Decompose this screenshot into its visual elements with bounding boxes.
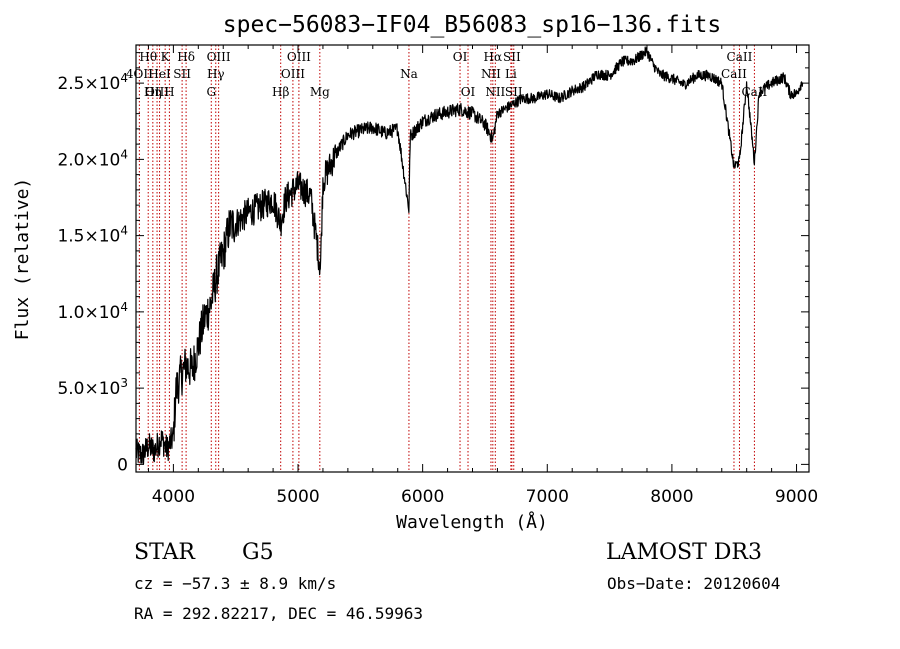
line-marker-label-9: 4OII [126,67,153,81]
y-tick-labels: 0 5.0×103 1.0×104 1.5×104 2.0×104 2.5×104 [57,71,128,475]
line-marker-label-20: H [164,85,174,99]
y-tick-label-5: 2.5×104 [57,71,128,94]
survey-label: LAMOST DR3 [606,540,762,565]
line-marker-label-1: K [161,50,171,64]
x-tick-label-5: 9000 [775,487,818,507]
obs-date-readout: Obs−Date: 20120604 [607,574,780,593]
x-tick-label-4: 8000 [650,487,693,507]
line-marker-label-5: OI [453,50,468,64]
line-marker-label-22: Hβ [272,85,289,99]
line-marker-label-24: OI [461,85,476,99]
x-tick-label-2: 6000 [401,487,444,507]
x-tick-label-3: 7000 [526,487,569,507]
line-marker-label-18: OIII [145,85,169,99]
line-marker-label-14: Na [400,67,418,81]
line-marker-label-23: Mg [310,85,330,99]
line-marker-label-13: OIII [281,67,305,81]
line-marker-label-8: CaII [727,50,753,64]
line-marker-label-7: SII [503,50,521,64]
line-marker-label-17: CaII [721,67,747,81]
x-axis-label: Wavelength (Å) [396,511,548,533]
x-tick-label-0: 4000 [152,487,195,507]
redshift-readout: cz = −57.3 ± 8.9 km/s [134,574,336,593]
y-axis-label: Flux (relative) [12,178,33,341]
axis-ticks [136,45,809,472]
line-marker-label-16: Li [505,67,517,81]
line-marker-label-21: G [206,85,216,99]
line-marker-label-15: NII [481,67,501,81]
spectrum-flux-line [135,46,804,465]
y-tick-label-4: 2.0×104 [57,147,128,170]
line-marker-label-10: HeI [148,67,171,81]
line-marker-label-4: OIII [287,50,311,64]
coordinates-readout: RA = 292.82217, DEC = 46.59963 [134,604,423,623]
y-tick-label-1: 5.0×103 [57,376,128,399]
line-marker-label-11: SII [173,67,191,81]
line-marker-label-3: OIII [207,50,231,64]
line-marker-label-6: Hα [484,50,503,64]
y-tick-label-0: 0 [117,455,128,475]
line-marker-label-26: SII [505,85,523,99]
line-marker-label-2: Hδ [177,50,195,64]
y-tick-label-3: 1.5×104 [57,224,128,247]
line-marker-label-25: NII [485,85,505,99]
line-marker-label-0: Hθ [139,50,157,64]
y-tick-label-2: 1.0×104 [57,300,128,323]
x-tick-labels: 4000 5000 6000 7000 8000 9000 [152,487,818,507]
subclass-label: G5 [242,540,274,565]
line-marker-label-12: Hγ [207,67,225,81]
chart-title: spec−56083−IF04_B56083_sp16−136.fits [223,12,722,38]
object-class-label: STAR [134,540,196,565]
x-tick-label-1: 5000 [276,487,319,507]
spectral-line-markers [138,45,755,472]
plot-frame [135,44,810,473]
line-marker-label-19: Hη [144,85,162,99]
